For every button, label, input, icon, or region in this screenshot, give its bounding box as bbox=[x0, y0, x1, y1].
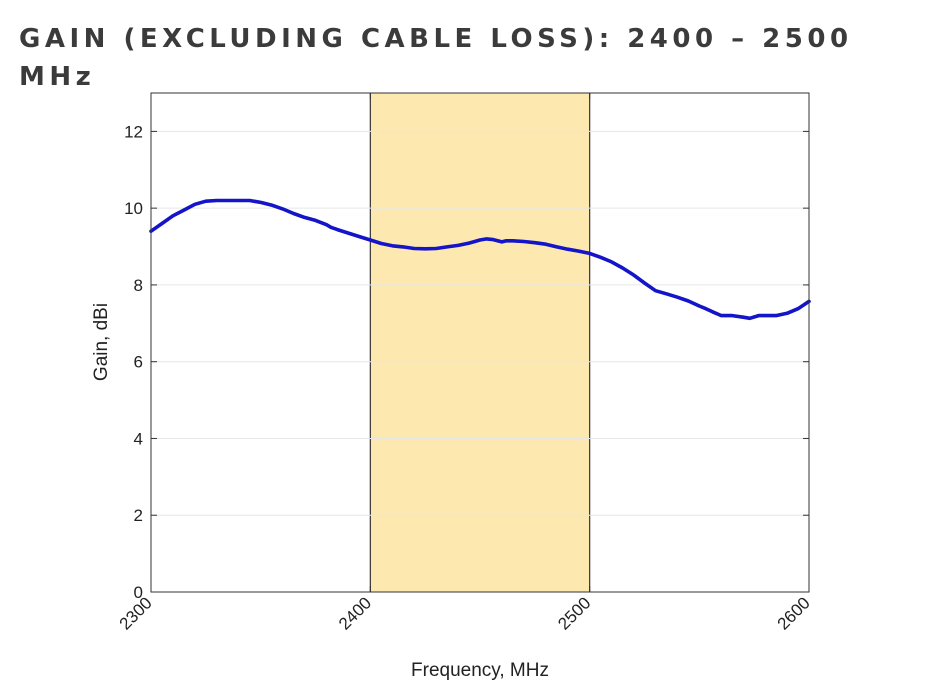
y-tick-label: 2 bbox=[134, 506, 143, 525]
y-tick-label: 12 bbox=[124, 122, 143, 141]
y-tick-label: 6 bbox=[134, 353, 143, 372]
y-tick-label: 10 bbox=[124, 199, 143, 218]
plot-frame bbox=[150, 92, 810, 593]
x-axis-label: Frequency, MHz bbox=[411, 660, 549, 681]
axes-box bbox=[150, 92, 810, 593]
band-fill bbox=[370, 93, 590, 592]
y-axis-ticks: 0 2 4 6 8 10 12 bbox=[124, 122, 809, 602]
y-axis-label: Gain, dBi bbox=[91, 303, 112, 381]
series-line-0 bbox=[149, 198, 811, 321]
gain-series bbox=[149, 198, 811, 321]
y-tick-label: 8 bbox=[134, 276, 143, 295]
highlight-band bbox=[369, 93, 591, 592]
chart-title: GAIN (EXCLUDING CABLE LOSS): 2400 – 2500… bbox=[19, 24, 853, 92]
y-tick-label: 4 bbox=[134, 429, 143, 448]
y-tick-label: 0 bbox=[134, 583, 143, 602]
x-tick-label: 2400 bbox=[335, 593, 375, 633]
x-tick-label: 2300 bbox=[116, 593, 156, 633]
gridlines bbox=[151, 130, 809, 516]
x-tick-label: 2500 bbox=[554, 593, 594, 633]
x-tick-label: 2600 bbox=[774, 593, 814, 633]
